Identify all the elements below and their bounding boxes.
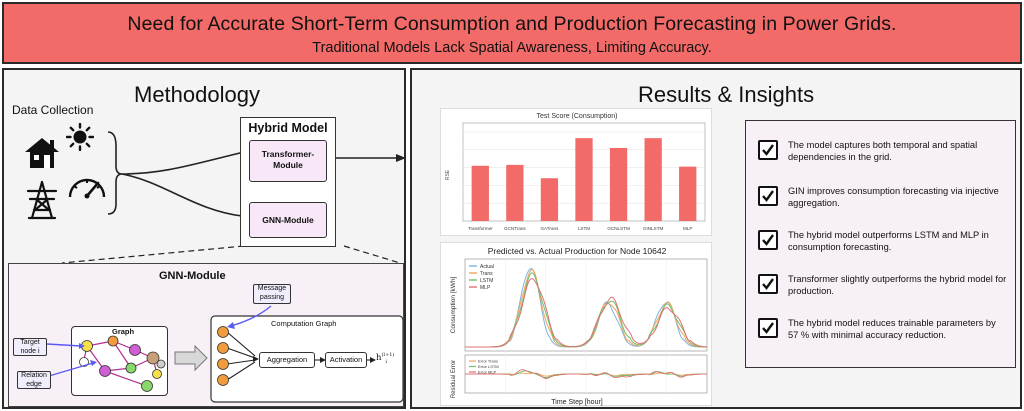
results-panel: Results & Insights Test Score (Consumpti… xyxy=(410,68,1022,409)
bar-category-label: GATrans xyxy=(540,226,559,231)
line-chart-panel: Predicted vs. Actual Production for Node… xyxy=(440,242,712,406)
bar-gcntrans xyxy=(506,164,524,221)
activation-box: Activation xyxy=(325,352,367,368)
banner-title: Need for Accurate Short-Term Consumption… xyxy=(127,13,897,35)
bar-transformer xyxy=(471,165,489,221)
bar-chart-title: Test Score (Consumption) xyxy=(537,113,618,120)
checkbox-checked-icon xyxy=(758,230,778,250)
hybrid-model-title: Hybrid Model xyxy=(248,121,328,135)
checkbox-checked-icon xyxy=(758,140,778,160)
insights-box: The model captures both temporal and spa… xyxy=(745,120,1016,368)
output-embedding: h(l+1)i xyxy=(376,352,394,365)
results-title: Results & Insights xyxy=(638,82,815,107)
bar-chart-ylabel: RSE xyxy=(445,169,451,180)
residual-line-3 xyxy=(465,369,708,379)
gnn-module-label: GNN-Module xyxy=(262,215,314,225)
output-symbol: h xyxy=(376,352,382,363)
legend-label: Trans xyxy=(480,271,493,277)
legend-label: Actual xyxy=(480,264,494,270)
bar-category-label: GCNLSTM xyxy=(607,226,630,231)
checkbox-checked-icon xyxy=(758,274,778,294)
gnn-graph-diagram xyxy=(46,305,404,403)
bar-chart-panel: Test Score (Consumption) RSE Transformer… xyxy=(440,108,712,236)
transformer-module-label: Transformer- Module xyxy=(261,149,315,170)
aggregation-box: Aggregation xyxy=(259,352,315,368)
production-line-chart: Predicted vs. Actual Production for Node… xyxy=(450,246,708,406)
bar-lstm xyxy=(575,138,593,221)
bar-category-label: GCNTrans xyxy=(504,226,526,231)
legend-label: LSTM xyxy=(480,278,493,284)
gnn-module-detail: GNN-Module Graph xyxy=(8,263,404,407)
checkbox-checked-icon xyxy=(758,186,778,206)
methodology-panel: Methodology Data Collection xyxy=(2,68,406,409)
consumption-bar-chart: Test Score (Consumption) RSE Transformer… xyxy=(445,113,706,231)
bar-category-label: LSTM xyxy=(578,226,590,231)
graph-label: Graph xyxy=(112,327,135,336)
power-tower-icon xyxy=(26,180,58,220)
insight-text: The hybrid model reduces trainable param… xyxy=(788,318,996,340)
insight-text: The model captures both temporal and spa… xyxy=(788,140,978,162)
legend-label: MLP xyxy=(480,285,491,291)
line-chart-ylabel: Consumption [kWh] xyxy=(450,276,457,333)
output-sub: i xyxy=(385,358,387,365)
gnn-detail-title: GNN-Module xyxy=(159,270,226,282)
output-sup: (l+1) xyxy=(381,352,395,358)
bar-ginlstm xyxy=(644,138,662,221)
gauge-icon xyxy=(68,178,106,199)
residual-chart-ylabel: Residual Error xyxy=(451,360,457,398)
relation-edge-label: Relation edge xyxy=(17,371,51,389)
house-icon xyxy=(25,138,59,168)
title-banner: Need for Accurate Short-Term Consumption… xyxy=(2,2,1022,64)
residual-legend-label: Error MLP xyxy=(478,370,497,375)
bar-mlp xyxy=(679,166,697,221)
bar-category-label: GINLSTM xyxy=(643,226,664,231)
methodology-title: Methodology xyxy=(134,82,260,107)
data-collection-label: Data Collection xyxy=(12,103,94,117)
insight-text: The hybrid model outperforms LSTM and ML… xyxy=(788,230,989,252)
line-chart-xlabel: Time Step [hour] xyxy=(551,399,603,406)
residual-legend-label: Error LSTM xyxy=(478,364,499,369)
checkbox-checked-icon xyxy=(758,318,778,338)
sun-icon xyxy=(66,123,94,151)
computation-graph-label: Computation Graph xyxy=(271,319,337,328)
bar-category-label: Transformer xyxy=(468,226,493,231)
line-chart-title: Predicted vs. Actual Production for Node… xyxy=(488,246,667,256)
insight-text: GIN improves consumption forecasting via… xyxy=(788,186,999,208)
transformer-module-box: Transformer- Module xyxy=(249,140,327,182)
bar-gcnlstm xyxy=(609,147,628,221)
bar-category-label: MLP xyxy=(683,226,692,231)
target-node-label: Target node i xyxy=(13,338,47,356)
gnn-module-box: GNN-Module xyxy=(249,202,327,238)
residual-legend-label: Error Trans xyxy=(478,359,498,364)
bar-gatrans xyxy=(540,178,559,221)
message-passing-label: Message passing xyxy=(253,284,291,304)
insight-text: Transformer slightly outperforms the hyb… xyxy=(788,274,1007,296)
series-line-mlp xyxy=(465,277,708,348)
banner-subtitle: Traditional Models Lack Spatial Awarenes… xyxy=(312,40,712,56)
hybrid-model-box: Hybrid Model Transformer- Module GNN-Mod… xyxy=(240,117,336,247)
